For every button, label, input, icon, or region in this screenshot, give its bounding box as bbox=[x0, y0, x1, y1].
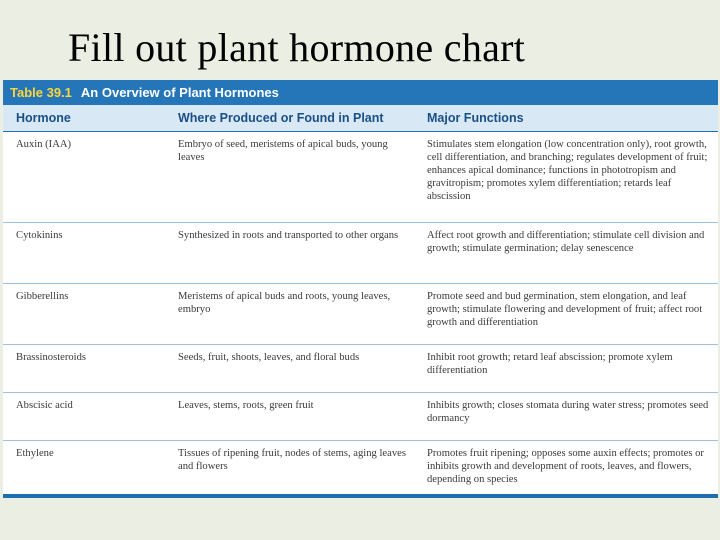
header-functions: Major Functions bbox=[427, 111, 524, 125]
table-body: Auxin (IAA) Embryo of seed, meristems of… bbox=[3, 132, 718, 501]
cell-where: Synthesized in roots and transported to … bbox=[178, 230, 399, 241]
table-row: Cytokinins Synthesized in roots and tran… bbox=[3, 223, 718, 284]
cell-where: Meristems of apical buds and roots, youn… bbox=[178, 291, 391, 315]
cell-functions: Affect root growth and differentiation; … bbox=[427, 230, 705, 254]
table-row: Gibberellins Meristems of apical buds an… bbox=[3, 284, 718, 345]
cell-functions: Inhibits growth; closes stomata during w… bbox=[427, 400, 709, 424]
table-row: Abscisic acid Leaves, stems, roots, gree… bbox=[3, 393, 718, 441]
cell-functions: Stimulates stem elongation (low concentr… bbox=[427, 139, 708, 202]
table-caption-text: An Overview of Plant Hormones bbox=[80, 85, 279, 100]
table-caption: Table 39.1 An Overview of Plant Hormones bbox=[3, 80, 718, 105]
cell-hormone: Cytokinins bbox=[16, 230, 63, 241]
table-row: Brassinosteroids Seeds, fruit, shoots, l… bbox=[3, 345, 718, 393]
table-row: Ethylene Tissues of ripening fruit, node… bbox=[3, 441, 718, 501]
table-number: Table 39.1 bbox=[10, 85, 72, 100]
header-where: Where Produced or Found in Plant bbox=[178, 111, 384, 125]
table-row: Auxin (IAA) Embryo of seed, meristems of… bbox=[3, 132, 718, 223]
cell-hormone: Gibberellins bbox=[16, 291, 69, 302]
cell-hormone: Brassinosteroids bbox=[16, 352, 87, 363]
cell-where: Tissues of ripening fruit, nodes of stem… bbox=[178, 448, 406, 472]
cell-where: Seeds, fruit, shoots, leaves, and floral… bbox=[178, 352, 360, 363]
hormone-table: Table 39.1 An Overview of Plant Hormones… bbox=[3, 80, 718, 498]
cell-functions: Promotes fruit ripening; opposes some au… bbox=[427, 448, 704, 485]
cell-where: Leaves, stems, roots, green fruit bbox=[178, 400, 314, 411]
table-header-row: Hormone Where Produced or Found in Plant… bbox=[3, 105, 718, 132]
cell-functions: Inhibit root growth; retard leaf absciss… bbox=[427, 352, 673, 376]
slide-title: Fill out plant hormone chart bbox=[68, 25, 526, 70]
header-hormone: Hormone bbox=[16, 111, 71, 125]
cell-hormone: Auxin (IAA) bbox=[16, 139, 72, 150]
cell-where: Embryo of seed, meristems of apical buds… bbox=[178, 139, 388, 163]
cell-hormone: Abscisic acid bbox=[16, 400, 73, 411]
cell-hormone: Ethylene bbox=[16, 448, 54, 459]
cell-functions: Promote seed and bud germination, stem e… bbox=[427, 291, 703, 328]
